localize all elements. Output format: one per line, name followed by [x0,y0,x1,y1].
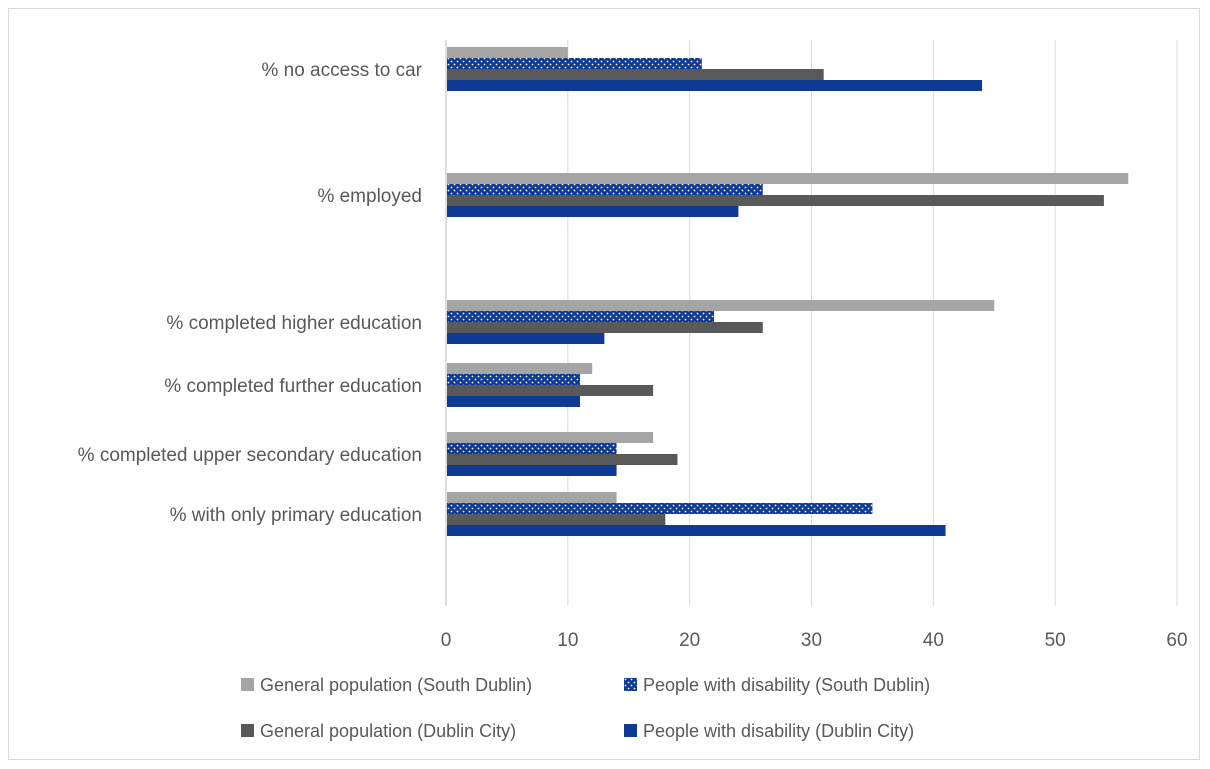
category-label: % completed further education [164,376,422,397]
bar-0-series-3 [447,80,983,91]
x-tick-label: 10 [557,630,578,651]
chart-frame [8,8,1200,760]
bar-4-series-1 [447,443,617,454]
x-tick-label: 20 [679,630,700,651]
bar-2-series-3 [447,333,605,344]
x-tick-label: 50 [1045,630,1066,651]
x-tick-label: 0 [441,630,452,651]
bar-5-series-3 [447,525,946,536]
legend-swatch-3 [624,724,637,737]
bar-5-series-1 [447,503,873,514]
legend-label-3: People with disability (Dublin City) [643,721,914,741]
legend-label-0: General population (South Dublin) [260,675,532,695]
bars-group [447,47,1129,536]
bar-3-series-0 [447,363,593,374]
legend-label-1: People with disability (South Dublin) [643,675,930,695]
bar-2-series-2 [447,322,763,333]
category-labels: % no access to car % employed % completed … [78,60,423,526]
bar-3-series-2 [447,385,654,396]
legend-swatch-2 [241,724,254,737]
x-tick-label: 30 [801,630,822,651]
legend-swatch-0 [241,678,254,691]
bar-3-series-1 [447,374,581,385]
bar-0-series-0 [447,47,568,58]
category-label: % employed [317,186,422,207]
bar-5-series-0 [447,492,617,503]
category-label: % no access to car [261,60,422,81]
legend: General population (South Dublin) People … [241,675,930,741]
bar-1-series-0 [447,173,1129,184]
bar-4-series-3 [447,465,617,476]
bar-5-series-2 [447,514,666,525]
bar-2-series-0 [447,300,995,311]
bar-1-series-1 [447,184,763,195]
bar-4-series-0 [447,432,654,443]
bar-4-series-2 [447,454,678,465]
category-label: % with only primary education [170,505,422,526]
bar-0-series-2 [447,69,824,80]
legend-label-2: General population (Dublin City) [260,721,516,741]
bar-2-series-1 [447,311,715,322]
x-axis-tick-labels: 0 10 20 30 40 50 60 [441,630,1188,651]
category-label: % completed higher education [166,313,422,334]
category-label: % completed upper secondary education [78,445,422,466]
bar-0-series-1 [447,58,702,69]
x-tick-label: 60 [1166,630,1187,651]
legend-swatch-1 [624,678,637,691]
bar-1-series-3 [447,206,739,217]
bar-1-series-2 [447,195,1104,206]
bar-3-series-3 [447,396,581,407]
x-tick-label: 40 [923,630,944,651]
